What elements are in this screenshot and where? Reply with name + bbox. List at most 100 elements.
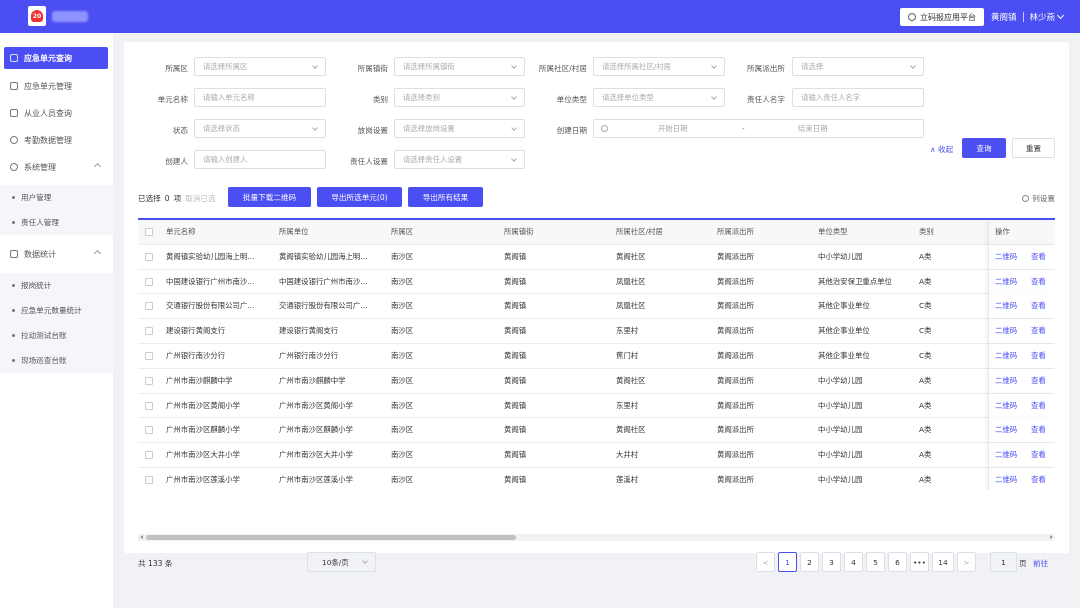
sidebar-item-unit-manage[interactable]: 应急单元管理 <box>4 75 108 97</box>
jump-page-input[interactable]: 1 <box>990 552 1017 572</box>
unit-name-input[interactable]: 请输入单元名称 <box>194 88 326 107</box>
view-link[interactable]: 查看 <box>1031 450 1046 460</box>
view-link[interactable]: 查看 <box>1031 475 1046 484</box>
qr-code-link[interactable]: 二维码 <box>995 351 1018 360</box>
qr-code-link[interactable]: 二维码 <box>995 301 1018 311</box>
jump-go-link[interactable]: 前往 <box>1033 559 1049 568</box>
page-button[interactable]: 1 <box>778 552 797 572</box>
unit-type-select[interactable]: 请选择单位类型 <box>593 88 725 107</box>
row-checkbox[interactable] <box>145 376 153 385</box>
street-placeholder: 请选择所属镇街 <box>403 62 455 71</box>
page-button[interactable]: 5 <box>866 552 885 572</box>
table-row: 中国建设银行广州市南沙… 中国建设银行广州市南沙… 南沙区 黄阁镇 凤凰社区 黄阁派出所 其… <box>138 269 1055 295</box>
sidebar-subitem-unit-count[interactable]: 应急单元数量统计 <box>0 298 113 323</box>
row-checkbox[interactable] <box>145 302 153 311</box>
view-link[interactable]: 查看 <box>1031 326 1046 336</box>
page-button[interactable]: 6 <box>888 552 907 572</box>
collapse-link[interactable]: ∧ 收起 <box>930 145 954 154</box>
next-page-button[interactable]: > <box>957 552 976 572</box>
district-placeholder: 请选择所属区 <box>203 62 248 71</box>
created-date-range[interactable]: 开始日期 - 结束日期 <box>593 119 924 138</box>
row-checkbox[interactable] <box>145 327 153 336</box>
user-area[interactable]: 黄阁镇 林少燕 <box>991 11 1065 23</box>
row-checkbox[interactable] <box>145 252 153 261</box>
row-checkbox[interactable] <box>145 476 153 484</box>
gear-icon <box>1022 195 1030 202</box>
table-cell: A类 <box>919 276 932 286</box>
view-link[interactable]: 查看 <box>1031 276 1046 286</box>
table-cell: C类 <box>919 351 932 360</box>
qr-code-link[interactable]: 二维码 <box>995 450 1018 460</box>
qr-code-link[interactable]: 二维码 <box>995 400 1018 410</box>
select-all-checkbox[interactable] <box>145 228 153 236</box>
street-select[interactable]: 请选择所属镇街 <box>394 57 525 76</box>
row-checkbox[interactable] <box>145 426 153 435</box>
page-button[interactable]: 14 <box>932 552 954 572</box>
prev-page-button[interactable]: < <box>756 552 775 572</box>
query-button[interactable]: 查询 <box>962 138 1006 158</box>
qr-code-link[interactable]: 二维码 <box>995 425 1018 435</box>
page-size-select[interactable]: 10条/页 <box>307 552 376 572</box>
sidebar-subitem-patrol-ledger[interactable]: 现场巡查台账 <box>0 348 113 373</box>
view-link[interactable]: 查看 <box>1031 400 1046 410</box>
community-select[interactable]: 请选择所属社区/村居 <box>593 57 725 76</box>
date-start[interactable]: 开始日期 <box>658 124 688 133</box>
person-input[interactable]: 请输入责任人名字 <box>792 88 924 107</box>
table-cell: 黄阁派出所 <box>717 450 754 460</box>
table-row: 交通银行股份有限公司广… 交通银行股份有限公司广… 南沙区 黄阁镇 凤凰社区 黄阁派出所 其… <box>138 294 1055 320</box>
created-date-label: 创建日期 <box>556 126 587 135</box>
row-checkbox[interactable] <box>145 352 153 360</box>
table-cell: 黄阁镇 <box>504 450 527 460</box>
sidebar-subitem-owner-manage[interactable]: 责任人管理 <box>0 210 113 235</box>
table-cell: 黄阁镇 <box>504 326 527 336</box>
row-checkbox[interactable] <box>145 277 153 286</box>
column-settings[interactable]: 列设置 <box>1022 193 1055 204</box>
qr-code-link[interactable]: 二维码 <box>995 326 1018 336</box>
post-select[interactable]: 请选择放岗设置 <box>394 119 525 138</box>
creator-input[interactable]: 请输入创建人 <box>194 150 326 169</box>
sidebar-item-staff-query[interactable]: 从业人员查询 <box>4 102 108 124</box>
user-name[interactable]: 林少燕 <box>1030 11 1065 23</box>
batch-qr-button[interactable]: 批量下载二维码 <box>228 187 311 207</box>
view-link[interactable]: 查看 <box>1031 351 1046 360</box>
sidebar-item-attendance[interactable]: 考勤数据管理 <box>4 129 108 151</box>
document-icon <box>10 82 18 90</box>
sidebar-item-unit-query[interactable]: 应急单元查询 <box>4 47 108 69</box>
view-link[interactable]: 查看 <box>1031 251 1046 261</box>
qr-code-link[interactable]: 二维码 <box>995 251 1018 261</box>
row-checkbox[interactable] <box>145 451 153 460</box>
sidebar-item-system[interactable]: 系统管理 <box>4 156 108 178</box>
sidebar-item-stats[interactable]: 数据统计 <box>4 243 108 265</box>
sidebar-subitem-drill-ledger[interactable]: 拉动测试台账 <box>0 323 113 348</box>
page-button[interactable]: 3 <box>822 552 841 572</box>
sidebar-subitem-user-manage[interactable]: 用户管理 <box>0 185 113 210</box>
row-checkbox[interactable] <box>145 401 153 410</box>
gear-icon <box>10 163 18 171</box>
district-select[interactable]: 请选择所属区 <box>194 57 326 76</box>
horizontal-scrollbar[interactable] <box>138 534 1055 541</box>
sidebar-subitem-report-stats[interactable]: 报岗统计 <box>0 273 113 298</box>
date-end[interactable]: 结束日期 <box>798 124 828 133</box>
page-button[interactable]: 4 <box>844 552 863 572</box>
reset-button[interactable]: 重置 <box>1012 138 1055 158</box>
export-selected-button[interactable]: 导出所选单元(0) <box>317 187 402 207</box>
platform-button[interactable]: 立码报应用平台 <box>900 8 984 26</box>
view-link[interactable]: 查看 <box>1031 425 1046 435</box>
qr-code-link[interactable]: 二维码 <box>995 375 1018 385</box>
export-all-button[interactable]: 导出所有结果 <box>408 187 483 207</box>
table-cell: 黄阁镇 <box>504 351 527 360</box>
qr-code-link[interactable]: 二维码 <box>995 276 1018 286</box>
page-button[interactable]: 2 <box>800 552 819 572</box>
view-link[interactable]: 查看 <box>1031 301 1046 311</box>
police-select[interactable]: 请选择 <box>792 57 924 76</box>
owner-setting-select[interactable]: 请选择责任人设置 <box>394 150 525 169</box>
cancel-selected-link[interactable]: 取消已选 <box>185 194 216 203</box>
view-link[interactable]: 查看 <box>1031 375 1046 385</box>
scroll-left-icon[interactable] <box>140 535 143 539</box>
more-pages-button[interactable]: ••• <box>910 552 929 572</box>
qr-code-link[interactable]: 二维码 <box>995 475 1018 484</box>
status-select[interactable]: 请选择状态 <box>194 119 326 138</box>
scroll-right-icon[interactable] <box>1050 535 1053 539</box>
category-select[interactable]: 请选择类别 <box>394 88 525 107</box>
scroll-thumb[interactable] <box>146 535 516 540</box>
